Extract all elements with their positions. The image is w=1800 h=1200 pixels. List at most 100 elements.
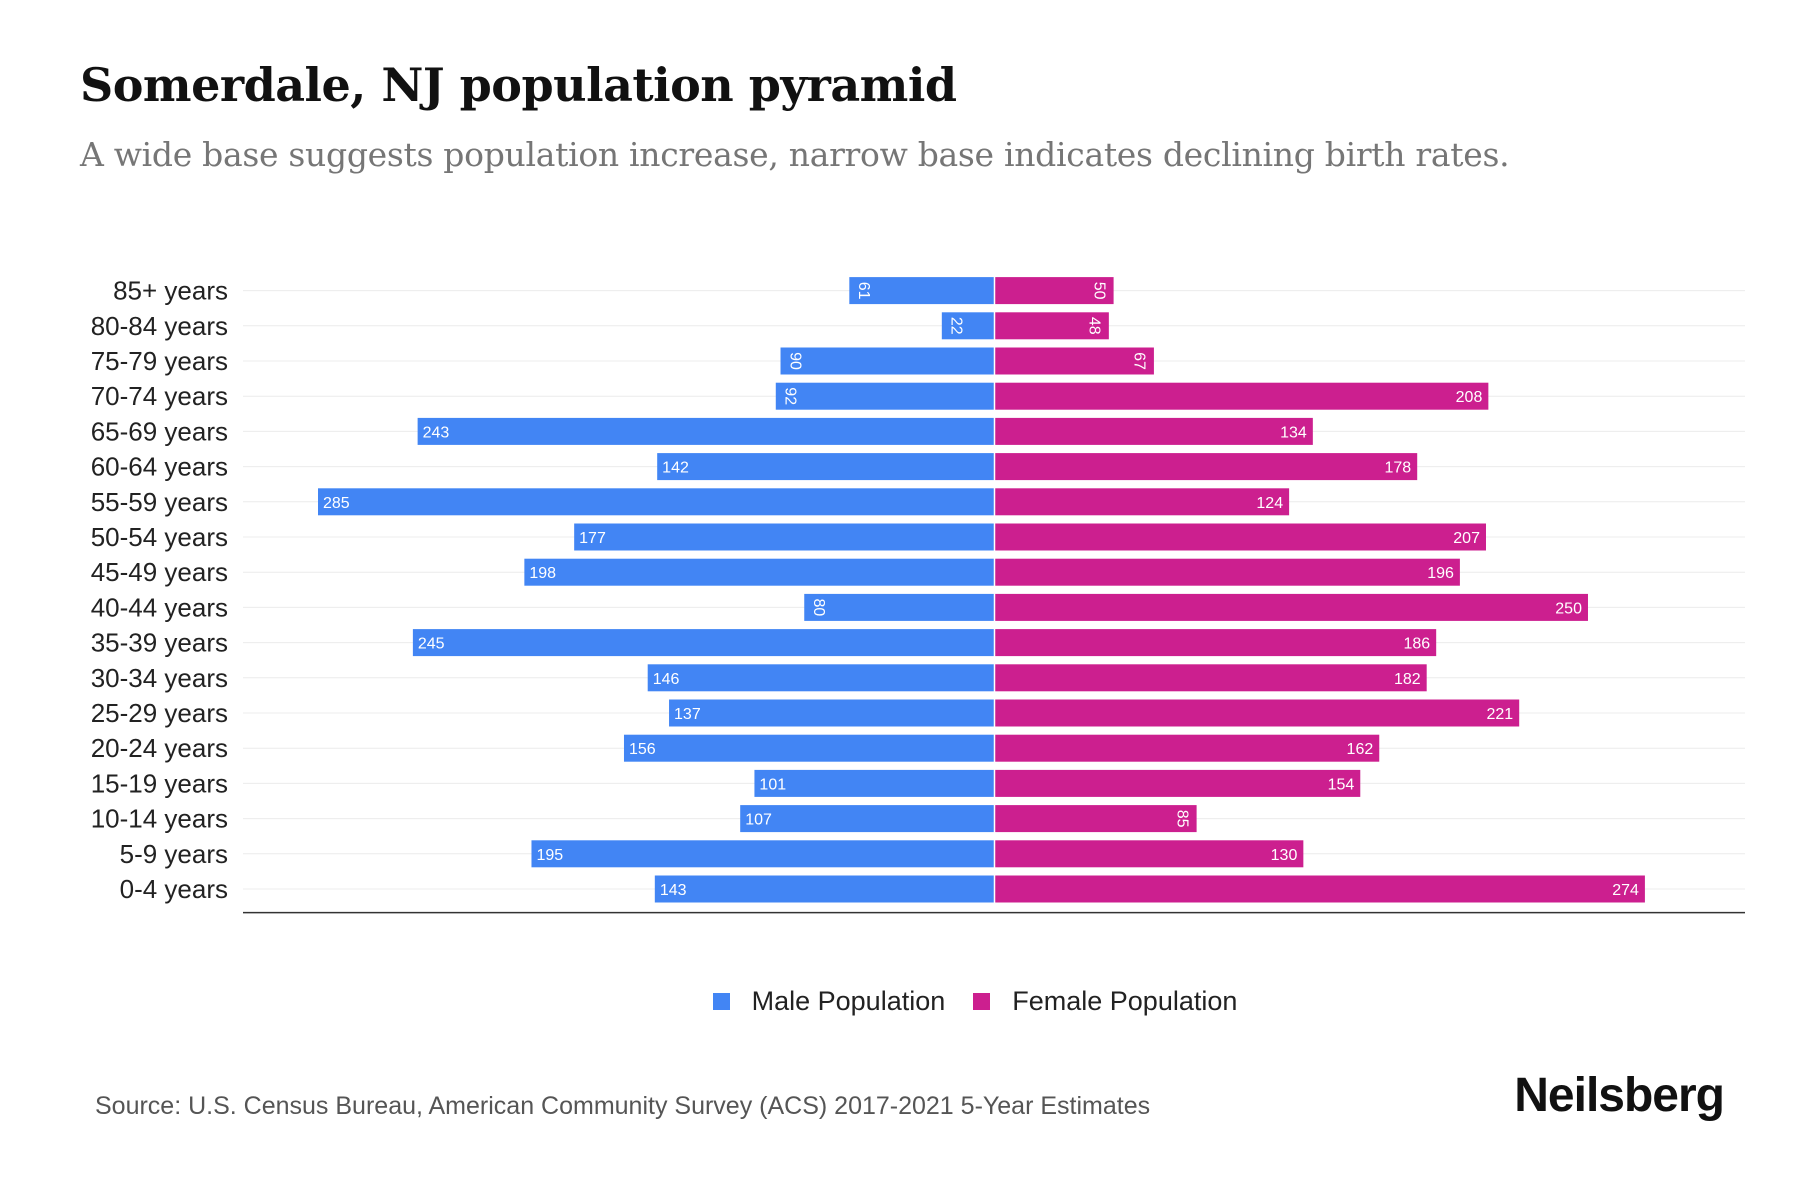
- data-label-female: 130: [1271, 847, 1298, 864]
- data-label-male: 22: [948, 317, 965, 335]
- data-label-male: 80: [810, 599, 827, 617]
- data-label-male: 137: [674, 706, 701, 723]
- data-label-male: 61: [855, 282, 872, 300]
- bar-female[interactable]: [995, 664, 1427, 692]
- bar-female[interactable]: [995, 629, 1437, 657]
- data-label-female: 207: [1453, 530, 1480, 547]
- legend-item-female[interactable]: Female Population: [973, 986, 1237, 1017]
- y-tick-label: 45-49 years: [91, 557, 228, 587]
- y-tick-label: 40-44 years: [91, 592, 228, 622]
- bar-male[interactable]: [412, 629, 994, 657]
- data-label-female: 85: [1173, 810, 1190, 828]
- bar-male[interactable]: [941, 312, 994, 340]
- y-tick-label: 35-39 years: [91, 628, 228, 658]
- bar-female[interactable]: [995, 347, 1154, 375]
- legend-label-female: Female Population: [1012, 986, 1238, 1016]
- bar-male[interactable]: [417, 417, 994, 445]
- bar-male[interactable]: [804, 593, 994, 621]
- data-label-male: 107: [745, 812, 772, 829]
- bar-male[interactable]: [775, 382, 994, 410]
- data-label-female: 134: [1280, 424, 1307, 441]
- y-tick-label: 25-29 years: [91, 698, 228, 728]
- brand-logo: Neilsberg: [1514, 1069, 1725, 1122]
- bar-female[interactable]: [995, 523, 1486, 551]
- data-label-female: 178: [1385, 460, 1412, 477]
- bar-female[interactable]: [995, 875, 1645, 903]
- y-tick-label: 5-9 years: [120, 839, 228, 869]
- chart-subtitle: A wide base suggests population increase…: [80, 135, 1510, 174]
- bar-female[interactable]: [995, 488, 1290, 516]
- y-tick-label: 85+ years: [113, 276, 228, 306]
- data-label-female: 48: [1086, 317, 1103, 335]
- y-tick-label: 0-4 years: [120, 874, 228, 904]
- data-label-male: 101: [759, 776, 786, 793]
- bar-female[interactable]: [995, 593, 1588, 621]
- bar-female[interactable]: [995, 453, 1418, 481]
- bar-male[interactable]: [654, 875, 994, 903]
- bar-female[interactable]: [995, 805, 1197, 833]
- bar-male[interactable]: [657, 453, 994, 481]
- y-tick-label: 20-24 years: [91, 733, 228, 763]
- y-tick-label: 55-59 years: [91, 487, 228, 517]
- bar-female[interactable]: [995, 734, 1380, 762]
- data-label-male: 142: [662, 460, 689, 477]
- data-label-male: 195: [536, 847, 563, 864]
- data-label-female: 162: [1347, 741, 1374, 758]
- data-label-female: 221: [1486, 706, 1513, 723]
- bar-male[interactable]: [318, 488, 994, 516]
- data-label-female: 124: [1256, 495, 1283, 512]
- data-label-female: 154: [1328, 776, 1355, 793]
- bar-male[interactable]: [531, 840, 994, 868]
- y-tick-label: 75-79 years: [91, 346, 228, 376]
- bar-female[interactable]: [995, 382, 1489, 410]
- bar-female[interactable]: [995, 277, 1114, 305]
- y-tick-label: 70-74 years: [91, 381, 228, 411]
- bar-female[interactable]: [995, 769, 1361, 797]
- data-label-male: 243: [423, 424, 450, 441]
- data-label-female: 274: [1612, 882, 1639, 899]
- legend-item-male[interactable]: Male Population: [712, 986, 946, 1017]
- data-label-male: 156: [629, 741, 656, 758]
- y-tick-label: 65-69 years: [91, 416, 228, 446]
- data-label-female: 208: [1456, 389, 1483, 406]
- bar-male[interactable]: [524, 558, 994, 586]
- y-tick-label: 50-54 years: [91, 522, 228, 552]
- legend-swatch-male: [712, 993, 730, 1010]
- data-label-female: 196: [1427, 565, 1454, 582]
- legend-swatch-female: [973, 993, 991, 1010]
- y-tick-label: 15-19 years: [91, 768, 228, 798]
- data-label-male: 285: [323, 495, 350, 512]
- data-label-male: 143: [660, 882, 687, 899]
- y-tick-label: 80-84 years: [91, 311, 228, 341]
- data-label-male: 177: [579, 530, 606, 547]
- data-label-male: 92: [782, 387, 799, 405]
- bar-male[interactable]: [740, 805, 994, 833]
- bar-female[interactable]: [995, 840, 1304, 868]
- bar-male[interactable]: [574, 523, 994, 551]
- bar-female[interactable]: [995, 699, 1520, 727]
- chart-title: Somerdale, NJ population pyramid: [80, 58, 957, 112]
- bar-female[interactable]: [995, 558, 1460, 586]
- data-label-male: 90: [786, 352, 803, 370]
- data-label-male: 198: [529, 565, 556, 582]
- data-label-female: 67: [1131, 352, 1148, 370]
- bar-male[interactable]: [849, 277, 994, 305]
- y-tick-label: 60-64 years: [91, 452, 228, 482]
- bar-female[interactable]: [995, 312, 1109, 340]
- bar-male[interactable]: [780, 347, 994, 375]
- data-label-female: 186: [1403, 636, 1430, 653]
- bar-male[interactable]: [623, 734, 994, 762]
- bar-female[interactable]: [995, 417, 1313, 445]
- data-label-female: 250: [1555, 600, 1582, 617]
- bar-male[interactable]: [669, 699, 994, 727]
- bar-male[interactable]: [647, 664, 994, 692]
- y-tick-label: 10-14 years: [91, 804, 228, 834]
- data-label-female: 50: [1090, 282, 1107, 300]
- data-label-male: 146: [653, 671, 680, 688]
- data-label-female: 182: [1394, 671, 1421, 688]
- legend-label-male: Male Population: [751, 986, 946, 1016]
- bar-male[interactable]: [754, 769, 994, 797]
- data-label-male: 245: [418, 636, 445, 653]
- y-tick-label: 30-34 years: [91, 663, 228, 693]
